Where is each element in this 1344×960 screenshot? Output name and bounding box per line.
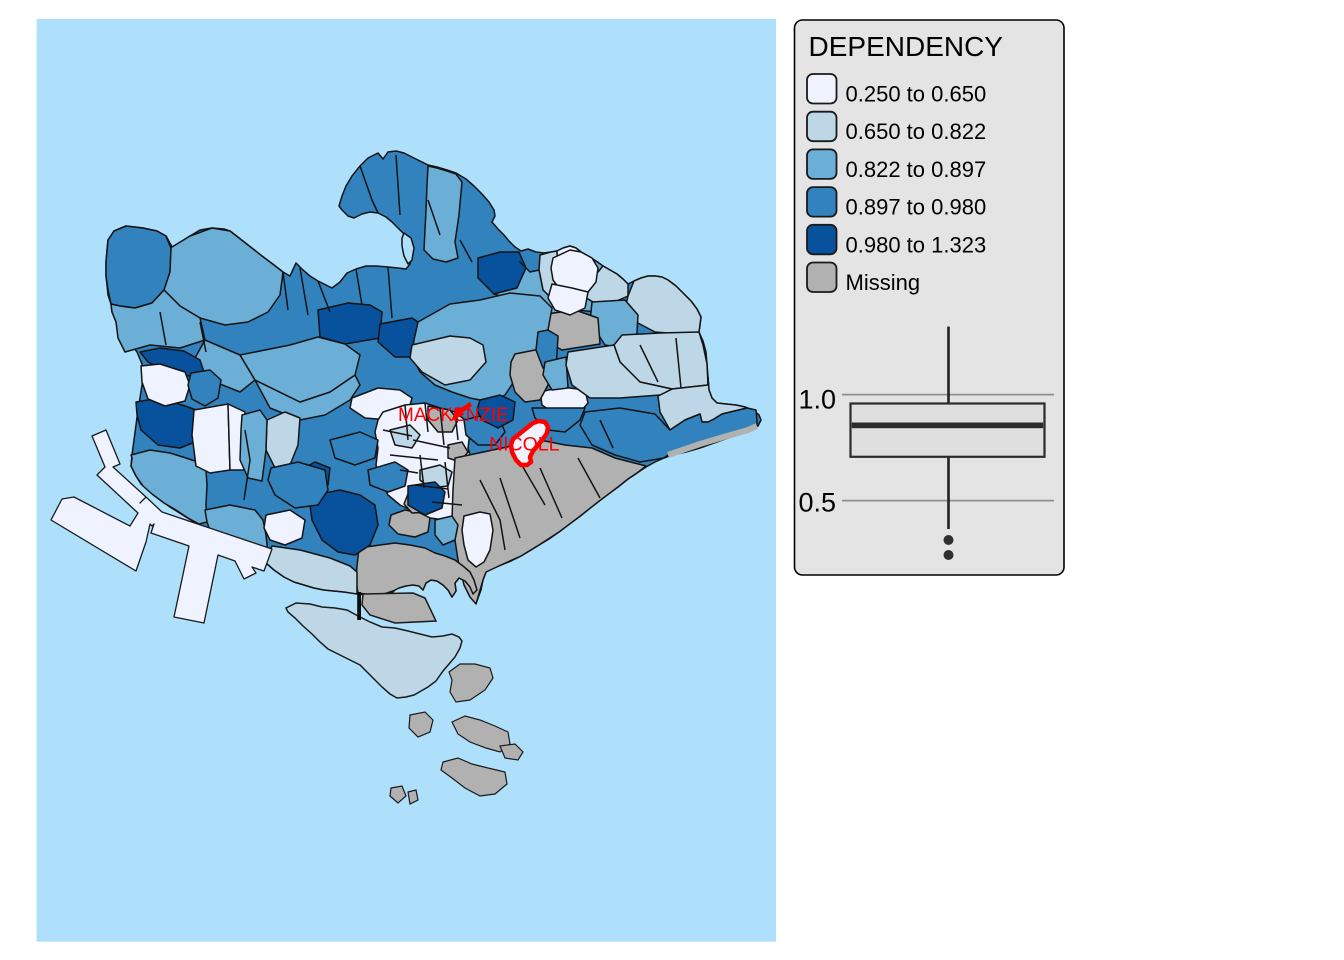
svg-text:1.0: 1.0 — [798, 385, 836, 415]
svg-text:DEPENDENCY: DEPENDENCY — [809, 31, 1004, 62]
svg-text:0.822 to 0.897: 0.822 to 0.897 — [846, 157, 987, 182]
svg-text:0.250 to 0.650: 0.250 to 0.650 — [846, 82, 987, 107]
svg-text:0.650 to 0.822: 0.650 to 0.822 — [846, 119, 987, 144]
svg-text:0.897 to 0.980: 0.897 to 0.980 — [846, 195, 987, 220]
svg-text:0.5: 0.5 — [798, 488, 836, 518]
svg-text:MACKENZIE: MACKENZIE — [398, 405, 509, 426]
svg-text:Missing: Missing — [846, 270, 921, 295]
svg-text:NICOLL: NICOLL — [489, 434, 560, 456]
svg-text:0.980 to 1.323: 0.980 to 1.323 — [846, 232, 987, 257]
